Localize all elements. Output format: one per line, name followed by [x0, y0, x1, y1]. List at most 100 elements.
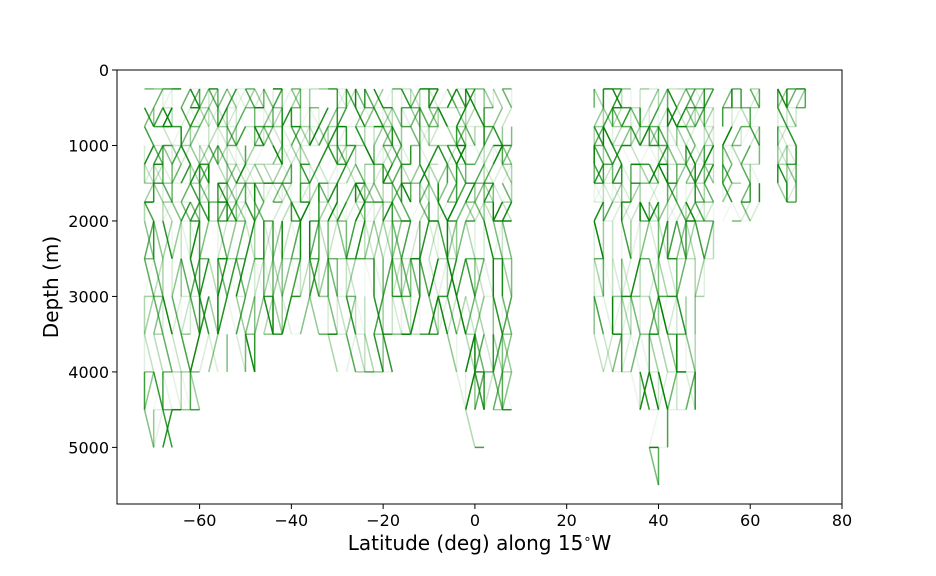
network-segment [740, 163, 751, 184]
network-segment [364, 220, 375, 259]
x-axis: −60 −40 −20 0 20 40 60 80 [183, 504, 852, 530]
network-segment [162, 182, 173, 203]
network-segment [731, 201, 742, 222]
x-tick-label: 60 [740, 511, 760, 530]
network-segment [400, 163, 412, 184]
network-segment [244, 163, 256, 184]
network-segment [455, 145, 467, 165]
network-segment [226, 182, 237, 203]
network-segment [208, 296, 219, 335]
network-segment [235, 220, 247, 259]
network-segment [143, 163, 155, 184]
network-segment [382, 163, 393, 184]
network-segment [189, 126, 201, 146]
network-segment [657, 371, 669, 410]
network-segment [464, 220, 476, 259]
network-segment [336, 163, 348, 184]
network-segment [309, 163, 320, 184]
network-segment [657, 163, 669, 184]
network-segment [354, 334, 366, 373]
network-segment [483, 334, 495, 373]
network-segment [400, 296, 412, 335]
network-segment [244, 145, 256, 165]
network-segment [217, 258, 228, 297]
network-segment [180, 201, 192, 222]
network-segment [235, 334, 247, 373]
network-segment [593, 88, 605, 109]
network-segment [722, 88, 733, 109]
network-segment [254, 126, 265, 146]
network-segment [474, 145, 485, 165]
network-segment [391, 107, 403, 127]
network-segment [722, 182, 733, 203]
network-segment [657, 220, 669, 259]
network-segment [290, 201, 302, 222]
network-segment [263, 163, 274, 184]
network-segment [345, 296, 357, 335]
network-segment [474, 334, 485, 373]
network-segment [198, 145, 210, 165]
network-segment [437, 296, 449, 335]
network-segment [400, 201, 412, 222]
network-segment [152, 258, 164, 297]
network-segment [373, 163, 384, 184]
network-segment [749, 126, 761, 146]
network-segment [327, 201, 338, 222]
network-segment [419, 220, 430, 259]
network-segment [354, 182, 366, 203]
network-segment [318, 163, 329, 184]
network-segment [143, 296, 155, 335]
network-segment [694, 88, 705, 109]
network-segment [639, 126, 650, 146]
network-segment [235, 201, 247, 222]
network-segment [354, 107, 366, 127]
network-segment [400, 258, 412, 297]
network-segment [189, 88, 201, 109]
network-segment [657, 334, 669, 373]
network-segment [446, 145, 458, 165]
network-segment [327, 258, 339, 297]
network-segment [465, 107, 476, 127]
network-segment [657, 296, 669, 335]
network-segment [217, 201, 228, 222]
network-segment [171, 220, 182, 259]
network-segment [254, 201, 265, 222]
network-segment [630, 126, 641, 146]
network-segment [217, 220, 228, 259]
network-segment [281, 182, 293, 203]
network-segment [446, 220, 458, 259]
network-segment [648, 88, 660, 109]
network-segment [703, 145, 715, 165]
network-segment [455, 371, 467, 410]
network-segment [749, 201, 761, 222]
network-segment [400, 182, 412, 203]
network-segment [722, 126, 733, 146]
network-segment [694, 88, 705, 109]
network-segment [244, 163, 256, 184]
network-segment [263, 220, 274, 259]
network-segment [336, 145, 348, 165]
network-segment [446, 296, 458, 335]
network-segment [685, 220, 696, 259]
network-segment [309, 107, 320, 127]
network-segment [272, 145, 283, 165]
network-segment [483, 145, 494, 165]
network-segment [308, 258, 320, 297]
network-segment [336, 88, 348, 109]
network-segment [263, 258, 274, 297]
network-segment [630, 201, 641, 222]
network-segment [162, 145, 173, 165]
network-segment [464, 258, 476, 297]
network-segment [593, 201, 605, 222]
network-segment [162, 371, 173, 410]
network-segment [657, 126, 669, 146]
network-segment [593, 182, 605, 203]
network-segment [666, 182, 678, 203]
network-segment [281, 88, 293, 109]
network-segment [501, 220, 513, 259]
network-segment [364, 88, 375, 109]
network-segment [391, 145, 403, 165]
network-segment [263, 88, 274, 109]
network-segment [777, 163, 788, 184]
network-segment [272, 182, 283, 203]
